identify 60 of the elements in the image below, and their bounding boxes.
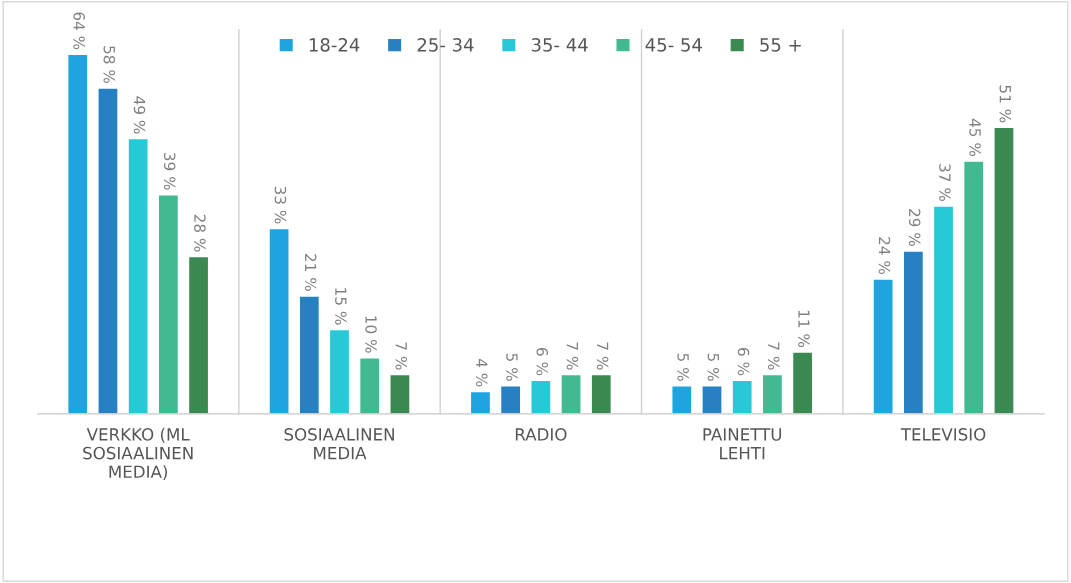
x-tick-label: VERKKO (ML SOSIAALINEN MEDIA) [83, 427, 193, 481]
bar [791, 351, 814, 414]
bar [358, 357, 381, 414]
data-label: 29 % [908, 209, 921, 246]
bar [932, 205, 955, 414]
data-label: 24 % [878, 237, 891, 275]
data-label: 7 % [566, 342, 579, 370]
data-label: 58 % [103, 46, 116, 84]
data-label: 45 % [969, 118, 981, 157]
bar [761, 373, 784, 414]
x-tick-label: RADIO [515, 428, 567, 441]
x-tick-label: SOSIAALINEN MEDIA [284, 428, 394, 460]
bar [590, 373, 613, 414]
data-label: 10 % [365, 316, 377, 353]
bar [872, 278, 894, 414]
bar [993, 126, 1015, 414]
data-label: 7 % [767, 342, 780, 370]
legend-label: 25- 34 [417, 38, 474, 52]
legend-label: 55 + [760, 38, 801, 52]
data-label: 39 % [163, 152, 176, 190]
bar [298, 295, 321, 414]
legend-label: 45- 54 [645, 38, 702, 52]
bar [499, 385, 522, 414]
data-label: 7 % [596, 342, 609, 370]
bar [389, 373, 411, 414]
bar [187, 255, 210, 414]
bar [66, 53, 89, 414]
legend-label: 18-24 [309, 38, 360, 52]
data-label: 15 % [335, 288, 347, 325]
data-label: 49 % [133, 96, 146, 134]
bar [469, 390, 492, 414]
bar [731, 379, 753, 414]
bar [157, 194, 180, 414]
bar [530, 379, 552, 414]
data-label: 6 % [737, 348, 750, 376]
data-label: 5 % [707, 353, 720, 381]
bar [701, 385, 723, 414]
data-label: 28 % [194, 214, 206, 252]
data-label: 7 % [395, 342, 408, 370]
bar [962, 160, 985, 414]
data-label: 37 % [939, 164, 951, 202]
data-label: 21 % [304, 254, 317, 291]
legend-label: 35- 44 [531, 38, 588, 52]
bar [268, 227, 290, 414]
x-tick-label: TELEVISIO [900, 428, 986, 441]
x-tick-label: PAINETTU LEHTI [703, 428, 782, 460]
data-label: 5 % [506, 353, 518, 381]
bar [328, 328, 351, 414]
data-label: 51 % [999, 85, 1012, 123]
bar [671, 385, 693, 414]
data-label: 4 % [476, 358, 488, 387]
data-label: 64 % [73, 12, 85, 50]
data-label: 33 % [274, 186, 287, 224]
data-label: 11 % [798, 310, 810, 348]
bar [560, 373, 582, 414]
bar [127, 137, 149, 414]
data-label: 6 % [536, 348, 548, 376]
bar [97, 87, 119, 414]
bar [902, 250, 925, 414]
data-label: 5 % [677, 353, 689, 381]
